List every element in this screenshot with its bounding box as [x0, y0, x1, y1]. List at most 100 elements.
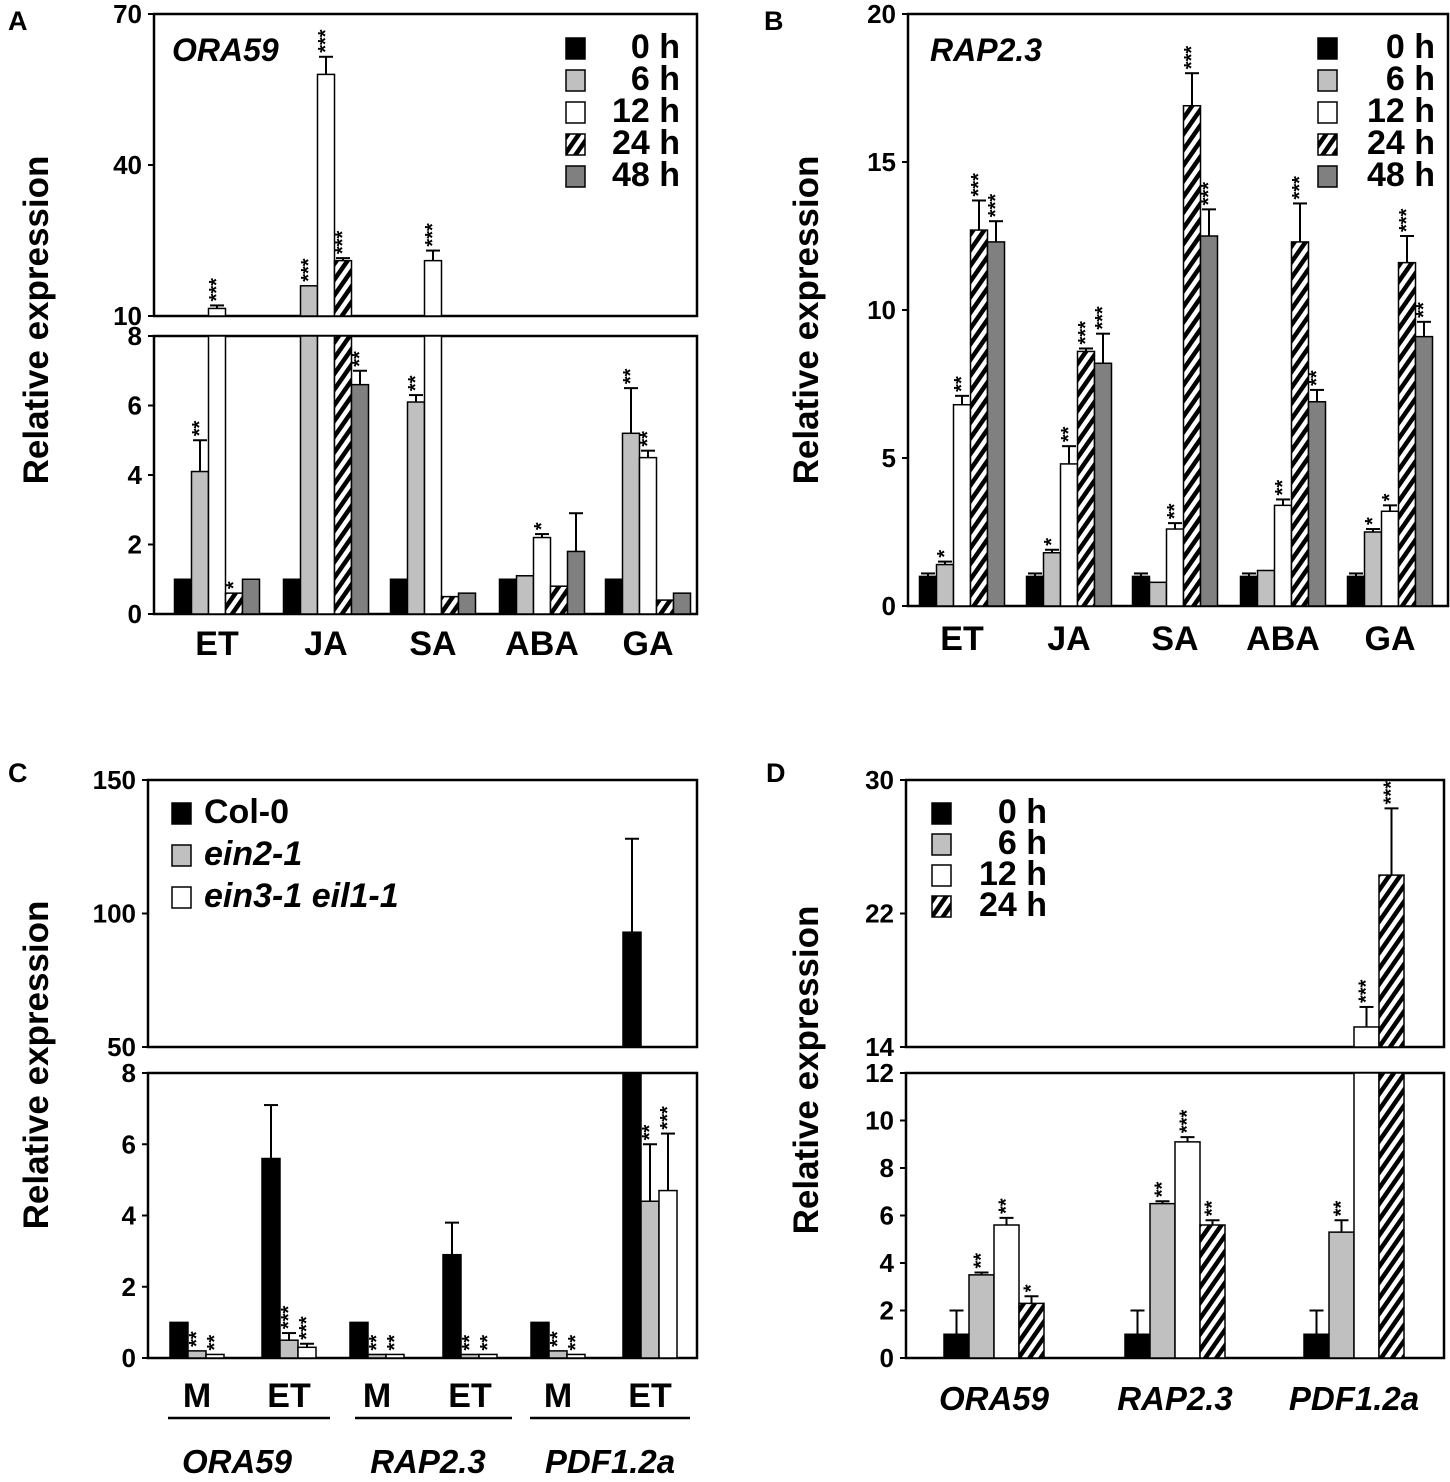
bar-12-h-0	[993, 1224, 1020, 1359]
x-category-label: SA	[409, 625, 456, 663]
significance-label: ***	[985, 194, 1007, 218]
legend-swatch-ein2-1	[171, 844, 192, 867]
bar-0-h-2	[1303, 1333, 1330, 1359]
gene-group-label: RAP2.3	[370, 1443, 486, 1480]
significance-label: *	[531, 522, 553, 530]
y-tick-label: 5	[882, 443, 896, 473]
legend-swatch-col-0	[171, 802, 192, 825]
legend-swatch-6-h	[931, 833, 952, 856]
legend-label-12-h: 12 h	[1367, 92, 1435, 130]
bar-6-h-2	[1148, 581, 1168, 607]
bar-12-h-4	[1380, 510, 1400, 607]
y-tick-label: 2	[122, 1272, 136, 1302]
y-tick-label: 6	[128, 391, 142, 421]
y-tick-label: 10	[865, 1106, 894, 1136]
panel-letter: D	[766, 758, 786, 788]
bar-24-h-2-lower	[1378, 1072, 1405, 1359]
bar-6-h-1	[1149, 1202, 1176, 1359]
significance-label: ***	[1289, 176, 1311, 200]
significance-label: ***	[1177, 1110, 1199, 1134]
x-category-label: M	[183, 1377, 211, 1415]
x-category-label: ABA	[1246, 620, 1320, 658]
bar-48-h-4	[672, 592, 692, 615]
x-category-label: ET	[267, 1377, 311, 1415]
significance-label: ***	[1075, 321, 1097, 345]
bar-48-h-4	[1414, 335, 1434, 607]
bar-ein3-1-eil1-1-3	[478, 1353, 498, 1359]
y-tick-label: 8	[880, 1153, 894, 1183]
significance-label: *	[223, 581, 245, 589]
significance-label: **	[637, 431, 659, 447]
bar-12-h-0	[952, 403, 972, 607]
bar-ein2-1-0	[187, 1350, 207, 1359]
significance-label: **	[996, 1198, 1018, 1214]
significance-label: **	[1152, 1181, 1174, 1197]
bar-0-h-3	[1239, 575, 1259, 607]
bar-0-h-4	[1346, 575, 1366, 607]
legend-swatch-24-h	[931, 895, 952, 918]
bar-12-h-4	[638, 456, 658, 615]
significance-label: **	[349, 351, 371, 367]
legend-swatch-24-h	[565, 133, 586, 156]
bar-ein2-1-5	[640, 1200, 660, 1359]
y-tick-label: 100	[93, 899, 136, 929]
y-tick-label: 70	[113, 0, 142, 29]
x-category-label: M	[363, 1377, 391, 1415]
significance-label: **	[1164, 503, 1186, 519]
legend-label-6-h: 6 h	[998, 824, 1047, 862]
y-tick-label: 6	[880, 1201, 894, 1231]
bar-6-h-0	[968, 1274, 995, 1359]
legend-label-ein2-1: ein2-1	[204, 835, 302, 873]
y-tick-label: 4	[122, 1201, 137, 1231]
legend-swatch-48-h	[565, 165, 586, 188]
bar-12-h-3	[1273, 504, 1293, 607]
significance-label: **	[366, 1335, 388, 1351]
bar-ein3-1-eil1-1-2	[385, 1353, 405, 1359]
significance-label: *	[1041, 538, 1063, 546]
bar-0-h-2	[1131, 575, 1151, 607]
bar-12-h-1-upper	[316, 73, 336, 317]
significance-label: **	[1202, 1200, 1224, 1216]
legend-swatch-0-h	[565, 37, 586, 60]
x-category-label: ET	[940, 620, 984, 658]
y-tick-label: 2	[128, 530, 142, 560]
bar-12-h-2-upper	[1353, 1026, 1380, 1048]
bar-12-h-0-upper	[207, 307, 227, 317]
bar-12-h-2-upper	[423, 259, 443, 317]
bar-24-h-1-upper	[333, 259, 353, 317]
legend-swatch-24-h	[1317, 133, 1338, 156]
bar-col-0-2	[349, 1321, 369, 1359]
legend-label-0-h: 0 h	[631, 28, 680, 66]
bar-6-h-0	[190, 470, 210, 615]
bar-12-h-1	[1059, 463, 1079, 607]
bar-0-h-1	[1124, 1333, 1151, 1359]
bar-0-h-1	[282, 578, 302, 615]
x-category-label: GA	[623, 625, 674, 663]
legend-label-48-h: 48 h	[1367, 156, 1435, 194]
panel-letter: A	[8, 6, 28, 36]
significance-label: ***	[1356, 979, 1378, 1003]
x-category-label: ORA59	[939, 1380, 1050, 1417]
x-category-label: ET	[195, 625, 239, 663]
significance-label: **	[405, 375, 427, 391]
significance-label: *	[1021, 1284, 1043, 1292]
bar-col-0-5-lower	[622, 1072, 642, 1359]
legend-swatch-48-h	[1317, 165, 1338, 188]
y-tick-label: 2	[880, 1296, 894, 1326]
legend-label-0-h: 0 h	[998, 793, 1047, 831]
significance-label: ***	[1381, 781, 1403, 805]
significance-label: ***	[422, 223, 444, 247]
bar-12-h-1-lower	[316, 335, 336, 615]
significance-label: ***	[206, 278, 228, 302]
y-tick-label: 8	[122, 1058, 136, 1088]
significance-label: **	[384, 1335, 406, 1351]
y-tick-label: 150	[93, 765, 136, 795]
bar-48-h-0	[241, 578, 261, 615]
significance-label: ***	[1181, 46, 1203, 70]
significance-label: **	[565, 1335, 587, 1351]
legend-label-6-h: 6 h	[631, 60, 680, 98]
legend-label-12-h: 12 h	[612, 92, 680, 130]
bar-6-h-0	[935, 563, 955, 607]
significance-label: **	[547, 1331, 569, 1347]
